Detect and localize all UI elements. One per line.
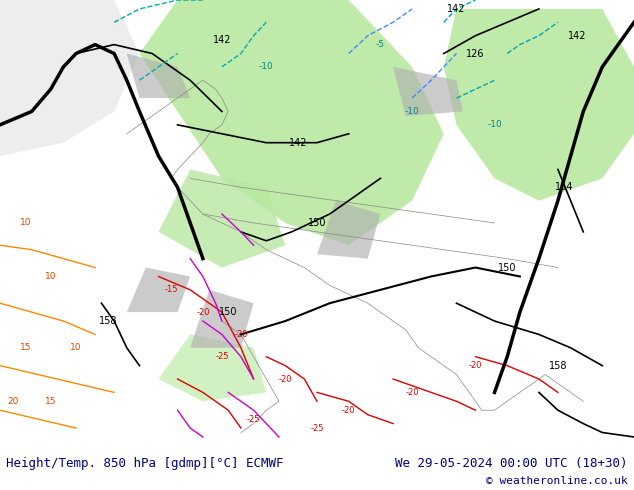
Text: -20: -20 — [278, 374, 292, 384]
Text: 150: 150 — [219, 307, 238, 317]
Polygon shape — [127, 268, 190, 312]
Text: -20: -20 — [234, 330, 248, 339]
Polygon shape — [317, 201, 380, 259]
Text: 150: 150 — [498, 263, 517, 272]
Text: -10: -10 — [487, 121, 502, 129]
Polygon shape — [127, 53, 190, 98]
Polygon shape — [139, 0, 444, 245]
Polygon shape — [393, 67, 463, 116]
Text: 150: 150 — [307, 218, 327, 228]
Text: © weatheronline.co.uk: © weatheronline.co.uk — [486, 476, 628, 487]
Text: -20: -20 — [469, 361, 482, 370]
Text: 142: 142 — [212, 35, 231, 45]
Text: -20: -20 — [405, 388, 419, 397]
Text: -25: -25 — [247, 415, 261, 424]
Text: 158: 158 — [98, 316, 117, 326]
Text: 10: 10 — [70, 343, 82, 352]
Text: Height/Temp. 850 hPa [gdmp][°C] ECMWF: Height/Temp. 850 hPa [gdmp][°C] ECMWF — [6, 457, 284, 470]
Text: 142: 142 — [567, 31, 586, 41]
Text: -25: -25 — [215, 352, 229, 361]
Text: -15: -15 — [164, 285, 178, 294]
Text: We 29-05-2024 00:00 UTC (18+30): We 29-05-2024 00:00 UTC (18+30) — [395, 457, 628, 470]
Text: -10: -10 — [404, 107, 420, 116]
Polygon shape — [444, 9, 634, 201]
Polygon shape — [158, 170, 285, 268]
Text: 10: 10 — [45, 272, 56, 281]
Text: 154: 154 — [555, 182, 574, 192]
Text: 10: 10 — [20, 219, 31, 227]
Polygon shape — [190, 290, 254, 348]
Text: -25: -25 — [310, 423, 324, 433]
Text: 126: 126 — [466, 49, 485, 58]
Text: 142: 142 — [288, 138, 307, 147]
Text: 15: 15 — [45, 397, 56, 406]
Text: -10: -10 — [259, 62, 274, 72]
Text: -20: -20 — [342, 406, 356, 415]
Text: 20: 20 — [7, 397, 18, 406]
Text: 142: 142 — [447, 4, 466, 14]
Text: 158: 158 — [548, 361, 567, 370]
Text: -20: -20 — [196, 308, 210, 317]
Polygon shape — [158, 334, 266, 401]
Polygon shape — [0, 0, 139, 156]
Text: -5: -5 — [376, 40, 385, 49]
Text: 15: 15 — [20, 343, 31, 352]
